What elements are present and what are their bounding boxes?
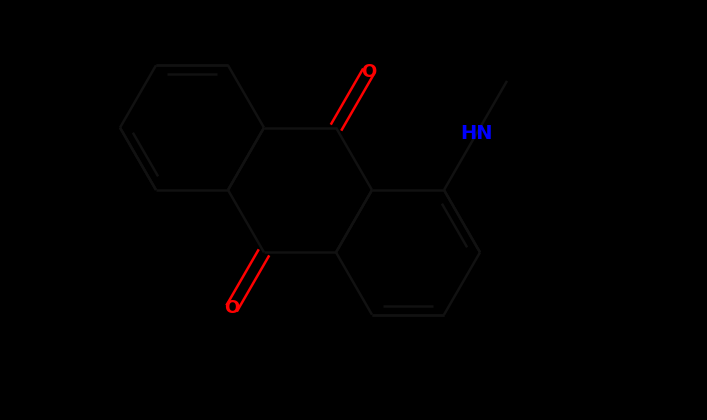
Text: HN: HN xyxy=(460,124,493,143)
Text: O: O xyxy=(224,299,239,318)
Text: O: O xyxy=(361,63,376,81)
